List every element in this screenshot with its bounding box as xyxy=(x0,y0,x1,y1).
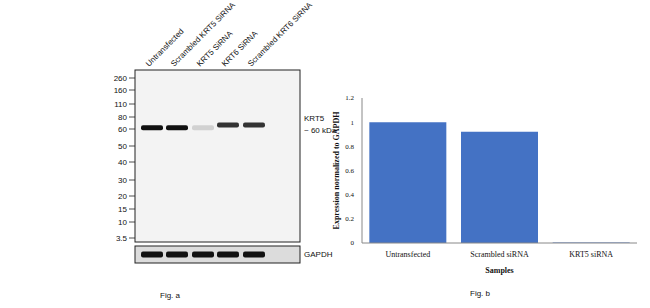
svg-text:KRT6 SiRNA: KRT6 SiRNA xyxy=(220,29,260,69)
svg-text:160: 160 xyxy=(114,86,128,95)
svg-text:1.2: 1.2 xyxy=(345,94,354,102)
svg-text:1: 1 xyxy=(351,119,355,127)
svg-text:260: 260 xyxy=(114,74,128,83)
svg-text:Untransfected: Untransfected xyxy=(144,26,186,69)
svg-text:KRT5: KRT5 xyxy=(304,114,325,123)
svg-text:0.8: 0.8 xyxy=(345,143,354,151)
svg-text:80: 80 xyxy=(118,113,127,122)
svg-text:40: 40 xyxy=(118,158,127,167)
svg-text:Scrambled KRT5 SiRNA: Scrambled KRT5 SiRNA xyxy=(169,0,237,69)
svg-text:Scrambled KRT6 SiRNA: Scrambled KRT6 SiRNA xyxy=(246,0,314,68)
svg-text:~ 60 kDa: ~ 60 kDa xyxy=(304,126,337,135)
html-text:Fig. b: Fig. b xyxy=(470,289,490,298)
svg-text:Fig. a: Fig. a xyxy=(160,291,181,300)
svg-text:3.5: 3.5 xyxy=(116,234,128,243)
svg-text:Samples: Samples xyxy=(485,266,513,275)
svg-text:20: 20 xyxy=(118,192,127,201)
svg-text:KRT5 SiRNA: KRT5 SiRNA xyxy=(195,29,235,69)
svg-text:KRT5 siRNA: KRT5 siRNA xyxy=(569,250,613,259)
svg-text:15: 15 xyxy=(118,205,127,214)
svg-text:Scrambled siRNA: Scrambled siRNA xyxy=(470,250,529,259)
svg-text:30: 30 xyxy=(118,176,127,185)
svg-text:0.2: 0.2 xyxy=(345,215,354,223)
svg-text:Expression normalized to GAPDH: Expression normalized to GAPDH xyxy=(332,111,341,230)
svg-text:60: 60 xyxy=(118,125,127,134)
svg-text:GAPDH: GAPDH xyxy=(304,250,333,259)
svg-text:10: 10 xyxy=(118,218,127,227)
svg-text:Untransfected: Untransfected xyxy=(385,250,430,259)
svg-text:110: 110 xyxy=(114,100,127,109)
svg-text:0: 0 xyxy=(351,239,355,247)
svg-text:0.4: 0.4 xyxy=(345,191,354,199)
svg-text:50: 50 xyxy=(118,142,127,151)
svg-text:0.6: 0.6 xyxy=(345,167,354,175)
